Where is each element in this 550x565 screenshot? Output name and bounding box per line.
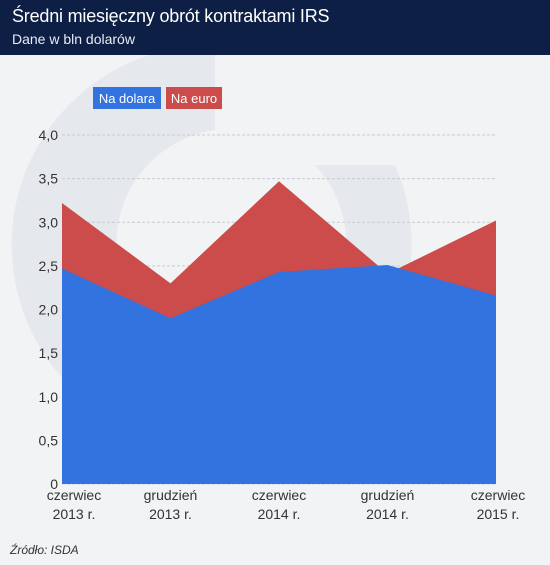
x-axis-ticks: czerwiec 2013 r. grudzień 2013 r. czerwiec 20… — [47, 487, 525, 522]
y-axis-ticks: 4,0 3,5 3,0 2,5 2,0 1,5 1,0 0,5 0 — [39, 127, 59, 492]
chart-areas — [62, 181, 496, 484]
chart-title: Średni miesięczny obrót kontraktami IRS — [12, 6, 330, 26]
chart-subtitle: Dane w bln dolarów — [12, 31, 135, 47]
x-tick-label: grudzień 2013 r. — [144, 487, 198, 522]
x-tick-label: czerwiec 2015 r. — [471, 487, 525, 522]
y-tick-label: 4,0 — [39, 127, 59, 143]
y-tick-label: 0,5 — [39, 432, 59, 448]
x-tick-label: grudzień 2014 r. — [361, 487, 415, 522]
chart-legend: Na dolara Na euro — [93, 87, 222, 109]
y-tick-label: 2,0 — [39, 302, 59, 318]
y-tick-label: 1,5 — [39, 345, 59, 361]
y-tick-label: 2,5 — [39, 258, 59, 274]
y-tick-label: 3,5 — [39, 171, 59, 187]
source-note: Źródło: ISDA — [10, 543, 79, 557]
x-tick-label: czerwiec 2014 r. — [252, 487, 306, 522]
series-area-na-dolara — [62, 265, 496, 484]
y-tick-label: 3,0 — [39, 214, 59, 230]
legend-label: Na dolara — [99, 91, 156, 106]
x-tick-label: czerwiec 2013 r. — [47, 487, 101, 522]
y-tick-label: 0 — [50, 476, 58, 492]
legend-label: Na euro — [171, 91, 217, 106]
chart-header: Średni miesięczny obrót kontraktami IRS … — [0, 0, 550, 55]
legend-swatch — [166, 87, 222, 109]
area-chart: 4,0 3,5 3,0 2,5 2,0 1,5 1,0 0,5 0 czerwiec 2013 r… — [11, 55, 525, 522]
y-tick-label: 1,0 — [39, 389, 59, 405]
legend-swatch — [93, 87, 161, 109]
